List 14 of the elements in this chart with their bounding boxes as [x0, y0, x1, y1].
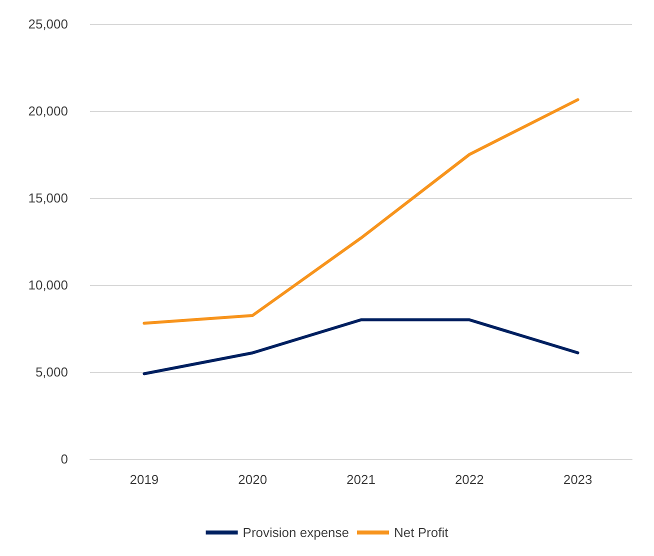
x-tick-label: 2021: [346, 472, 376, 487]
y-tick-label: 10,000: [28, 278, 68, 292]
y-tick-label: 15,000: [28, 190, 68, 206]
line-series: [142, 98, 580, 325]
legend-label: Net Profit: [394, 525, 449, 540]
legend-label: Provision expense: [242, 525, 350, 540]
x-tick-label: 2022: [454, 472, 484, 487]
y-tick-label: 20,000: [28, 104, 68, 118]
y-tick-label: 5,000: [35, 364, 68, 380]
y-tick-label: 0: [60, 452, 68, 466]
x-tick-label: 2019: [130, 472, 159, 487]
x-tick-label: 2023: [563, 472, 592, 487]
x-tick-label: 2020: [238, 472, 268, 487]
y-tick-label: 25,000: [28, 16, 68, 32]
